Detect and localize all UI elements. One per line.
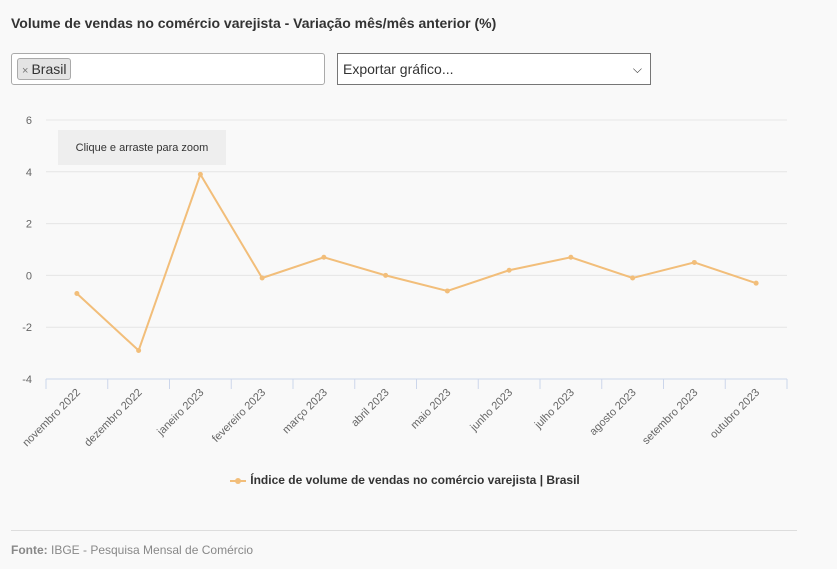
data-point	[259, 275, 265, 281]
data-point	[444, 288, 450, 294]
x-tick-label: setembro 2023	[640, 387, 700, 447]
x-tick-label: agosto 2023	[587, 387, 638, 438]
filter-tag-brasil: × Brasil	[17, 58, 72, 80]
export-chart-select[interactable]: Exportar gráfico... ⌵	[337, 53, 651, 85]
legend-label: Índice de volume de vendas no comércio v…	[250, 473, 580, 487]
chevron-down-icon: ⌵	[632, 62, 642, 76]
data-point	[74, 291, 80, 297]
y-tick-label: 6	[26, 115, 32, 127]
zoom-hint-box	[58, 130, 226, 165]
zoom-hint: Clique e arraste para zoom	[76, 142, 209, 154]
x-tick-label: dezembro 2022	[82, 387, 145, 450]
series-line	[76, 172, 757, 353]
data-point	[383, 272, 389, 278]
data-point	[691, 259, 697, 265]
y-tick-label: -4	[22, 374, 32, 386]
data-point	[568, 254, 574, 260]
x-tick-label: abril 2023	[349, 387, 392, 430]
data-point	[753, 280, 759, 286]
data-point	[197, 171, 203, 177]
data-point	[321, 254, 327, 260]
y-tick-label: 2	[26, 219, 32, 231]
x-tick-label: outubro 2023	[708, 387, 762, 441]
x-tick-label: junho 2023	[468, 387, 516, 435]
divider	[11, 530, 797, 531]
legend-item[interactable]: Índice de volume de vendas no comércio v…	[0, 473, 810, 487]
y-tick-label: 4	[26, 167, 32, 179]
region-filter-input[interactable]: × Brasil	[11, 53, 325, 85]
export-label: Exportar gráfico...	[343, 61, 454, 77]
data-point	[136, 348, 142, 354]
x-tick-label: novembro 2022	[20, 387, 83, 450]
y-tick-label: -2	[22, 322, 32, 334]
x-tick-label: janeiro 2023	[154, 387, 206, 439]
x-tick-label: julho 2023	[532, 387, 577, 432]
source-label: Fonte:	[11, 543, 48, 557]
chart-title: Volume de vendas no comércio varejista -…	[11, 15, 497, 31]
remove-tag-icon[interactable]: ×	[22, 65, 29, 77]
data-point	[506, 267, 512, 273]
data-point	[630, 275, 636, 281]
legend-marker-icon	[230, 477, 247, 484]
source-text: IBGE - Pesquisa Mensal de Comércio	[47, 543, 254, 557]
y-tick-label: 0	[26, 270, 32, 282]
x-tick-label: março 2023	[280, 387, 330, 437]
x-tick-label: maio 2023	[409, 387, 454, 432]
source-note: Fonte: IBGE - Pesquisa Mensal de Comérci…	[11, 543, 253, 557]
filter-tag-label: Brasil	[31, 61, 67, 77]
x-tick-label: fevereiro 2023	[210, 387, 268, 445]
